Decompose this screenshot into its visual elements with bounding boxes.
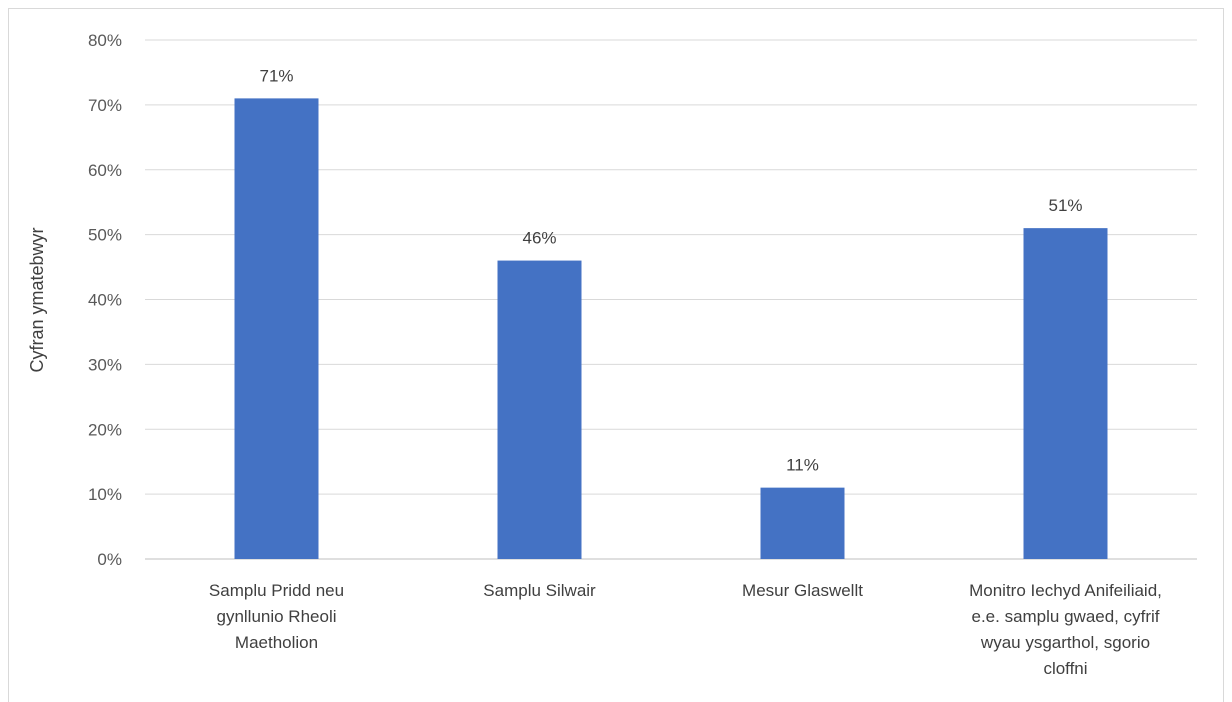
chart-frame xyxy=(8,8,1224,702)
data-label: 11% xyxy=(786,456,819,475)
bars xyxy=(234,98,1108,559)
y-tick-label: 20% xyxy=(88,420,122,439)
y-axis-label: Cyfran ymatebwyr xyxy=(27,227,47,372)
category-label: Monitro Iechyd Anifeiliaid, e.e. samplu g… xyxy=(969,581,1162,678)
data-label: 71% xyxy=(259,66,293,85)
category-label-line: Mesur Glaswellt xyxy=(742,581,863,600)
category-label: Mesur Glaswellt xyxy=(742,581,863,600)
category-label-line: Samplu Pridd neu xyxy=(209,581,344,600)
category-label-line: Samplu Silwair xyxy=(483,581,596,600)
category-label-line: Maetholion xyxy=(235,633,318,652)
x-axis-categories: Samplu Pridd neu gynllunio Rheoli Maetholi… xyxy=(209,581,1162,678)
y-tick-label: 60% xyxy=(88,161,122,180)
data-label: 51% xyxy=(1048,196,1082,215)
y-tick-label: 10% xyxy=(88,485,122,504)
y-tick-label: 40% xyxy=(88,291,122,310)
bar xyxy=(234,98,319,559)
y-axis-ticks: 0% 10% 20% 30% 40% 50% 60% 70% 80% xyxy=(88,31,122,569)
y-tick-label: 0% xyxy=(97,550,122,569)
category-label-line: Monitro Iechyd Anifeiliaid, xyxy=(969,581,1162,600)
y-tick-label: 80% xyxy=(88,31,122,50)
data-label: 46% xyxy=(522,229,556,248)
y-tick-label: 30% xyxy=(88,355,122,374)
data-labels: 71% 46% 11% 51% xyxy=(259,66,1082,474)
bar xyxy=(497,260,582,559)
category-label-line: gynllunio Rheoli xyxy=(216,607,336,626)
category-label: Samplu Pridd neu gynllunio Rheoli Maetholi… xyxy=(209,581,344,652)
category-label: Samplu Silwair xyxy=(483,581,596,600)
y-tick-label: 70% xyxy=(88,96,122,115)
category-label-line: e.e. samplu gwaed, cyfrif xyxy=(971,607,1159,626)
y-tick-label: 50% xyxy=(88,226,122,245)
category-label-line: cloffni xyxy=(1043,659,1087,678)
gridlines xyxy=(145,39,1197,560)
bar xyxy=(1023,228,1108,559)
category-label-line: wyau ysgarthol, sgorio xyxy=(980,633,1150,652)
bar xyxy=(760,487,845,559)
